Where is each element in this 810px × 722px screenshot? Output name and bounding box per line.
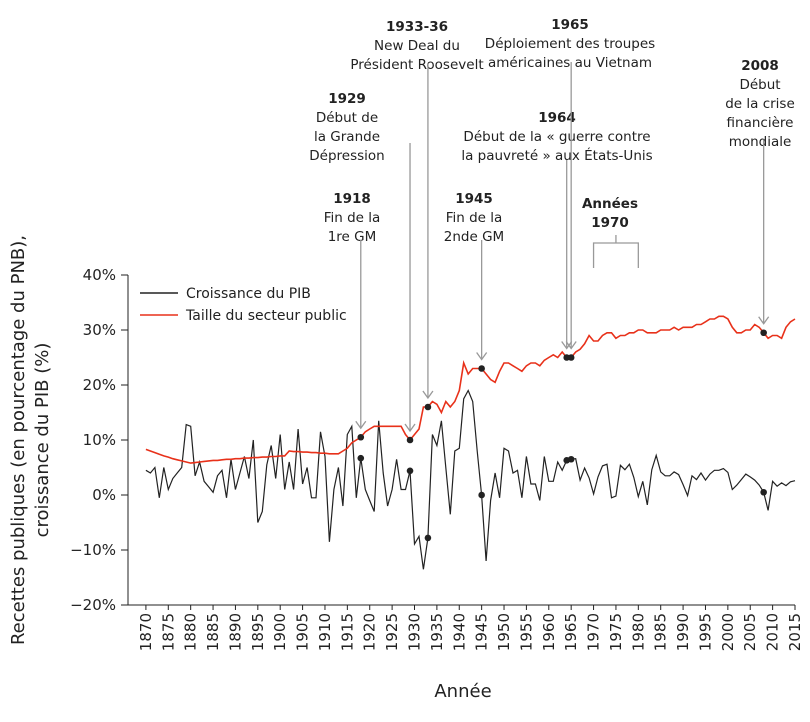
x-tick-label: 1980 [629, 613, 647, 651]
x-tick-label: 1880 [182, 613, 200, 651]
x-axis-label: Année [434, 681, 491, 702]
y-axis-label-line: Recettes publiques (en pourcentage du PN… [8, 235, 29, 645]
x-tick-label: 1905 [294, 613, 312, 651]
annotation-text: Début de [316, 110, 378, 126]
y-tick-label: 20% [83, 376, 116, 394]
highlight-dot [424, 534, 432, 542]
arrow-head [355, 420, 367, 430]
series-line [145, 315, 796, 464]
y-axis-label-line: croissance du PIB (%) [32, 343, 53, 538]
highlight-dot [424, 403, 432, 411]
annotation-title: 1945 [455, 191, 493, 207]
x-tick-label: 1885 [204, 613, 222, 651]
annotation-title: Années [582, 196, 638, 212]
legend-label: Taille du secteur public [185, 308, 347, 324]
annotation-text: financière [727, 115, 794, 131]
highlight-dot [357, 454, 365, 462]
x-tick-label: 1995 [696, 613, 714, 651]
highlight-dot [357, 433, 365, 441]
annotation-text: Président Roosevelt [350, 57, 483, 73]
y-tick-label: 40% [83, 266, 116, 284]
highlight-dot [478, 491, 485, 499]
x-tick-label: 1955 [517, 613, 535, 651]
y-tick-label: 0% [92, 486, 116, 504]
x-tick-label: 1985 [652, 613, 670, 651]
annotation-title: 1933-36 [386, 19, 448, 35]
x-tick-label: 2015 [786, 613, 804, 651]
highlight-dot [406, 436, 414, 444]
arrow-head [758, 316, 770, 325]
x-tick-label: 1990 [674, 613, 692, 651]
x-tick-label: 1890 [226, 613, 244, 651]
legend-label: Croissance du PIB [186, 286, 311, 302]
annotation-text: 1re GM [328, 229, 377, 245]
annotation-text: mondiale [729, 134, 792, 150]
y-tick-label: 10% [83, 431, 116, 449]
annotation-text: New Deal du [374, 38, 460, 54]
arrow-head [565, 341, 577, 350]
x-tick-label: 1920 [361, 613, 379, 651]
x-tick-label: 1895 [249, 613, 267, 651]
highlight-dot [760, 329, 767, 337]
annotation-text: la Grande [314, 129, 380, 145]
annotation-text: Fin de la [324, 210, 381, 226]
x-tick-label: 1965 [562, 613, 580, 651]
x-tick-label: 1960 [540, 613, 558, 651]
x-tick-label: 1950 [495, 613, 513, 651]
annotation-title: 1964 [538, 110, 576, 126]
annotation-text: Début de la « guerre contre [463, 129, 650, 145]
arrow-head [422, 390, 434, 400]
x-tick-label: 1935 [428, 613, 446, 651]
annotation-text: Dépression [309, 148, 384, 164]
highlight-dot [760, 488, 767, 496]
x-tick-label: 1925 [383, 613, 401, 651]
annotation-text: américaines au Vietnam [488, 55, 652, 71]
arrow-head [476, 352, 488, 361]
annotation-bracket [592, 235, 639, 268]
y-tick-label: −20% [70, 596, 116, 614]
y-tick-label: 30% [83, 321, 116, 339]
annotation-title: 2008 [741, 58, 779, 74]
y-axis-label: Recettes publiques (en pourcentage du PN… [8, 235, 53, 645]
y-tick-label: −10% [70, 541, 116, 559]
highlight-dot [478, 365, 485, 372]
series-line [145, 389, 796, 570]
annotation-text: de la crise [725, 96, 795, 112]
x-tick-label: 1970 [585, 613, 603, 651]
x-tick-label: 1945 [473, 613, 491, 651]
x-tick-label: 1875 [159, 613, 177, 651]
x-tick-label: 1975 [607, 613, 625, 651]
highlight-dot [567, 455, 575, 463]
annotation-title: 1918 [333, 191, 371, 207]
x-tick-label: 1930 [405, 613, 423, 651]
x-tick-label: 2010 [764, 613, 782, 651]
annotation-title: 1929 [328, 91, 366, 107]
arrow-head [404, 423, 416, 433]
annotation-text: Déploiement des troupes [485, 36, 655, 52]
highlight-dot [406, 467, 414, 475]
x-tick-label: 1940 [450, 613, 468, 651]
annotation-text: 2nde GM [444, 229, 504, 245]
annotation-text: la pauvreté » aux États-Unis [461, 147, 652, 164]
highlight-dot [567, 354, 575, 361]
annotation-title: 1970 [591, 215, 629, 231]
x-tick-label: 1915 [338, 613, 356, 651]
x-tick-label: 2005 [741, 613, 759, 651]
arrow-head [561, 341, 573, 350]
x-tick-label: 2000 [719, 613, 737, 651]
x-tick-label: 1900 [271, 613, 289, 651]
annotation-text: Fin de la [446, 210, 503, 226]
x-tick-label: 1870 [137, 613, 155, 651]
x-tick-label: 1910 [316, 613, 334, 651]
annotation-title: 1965 [551, 17, 589, 33]
annotation-text: Début [739, 77, 780, 93]
